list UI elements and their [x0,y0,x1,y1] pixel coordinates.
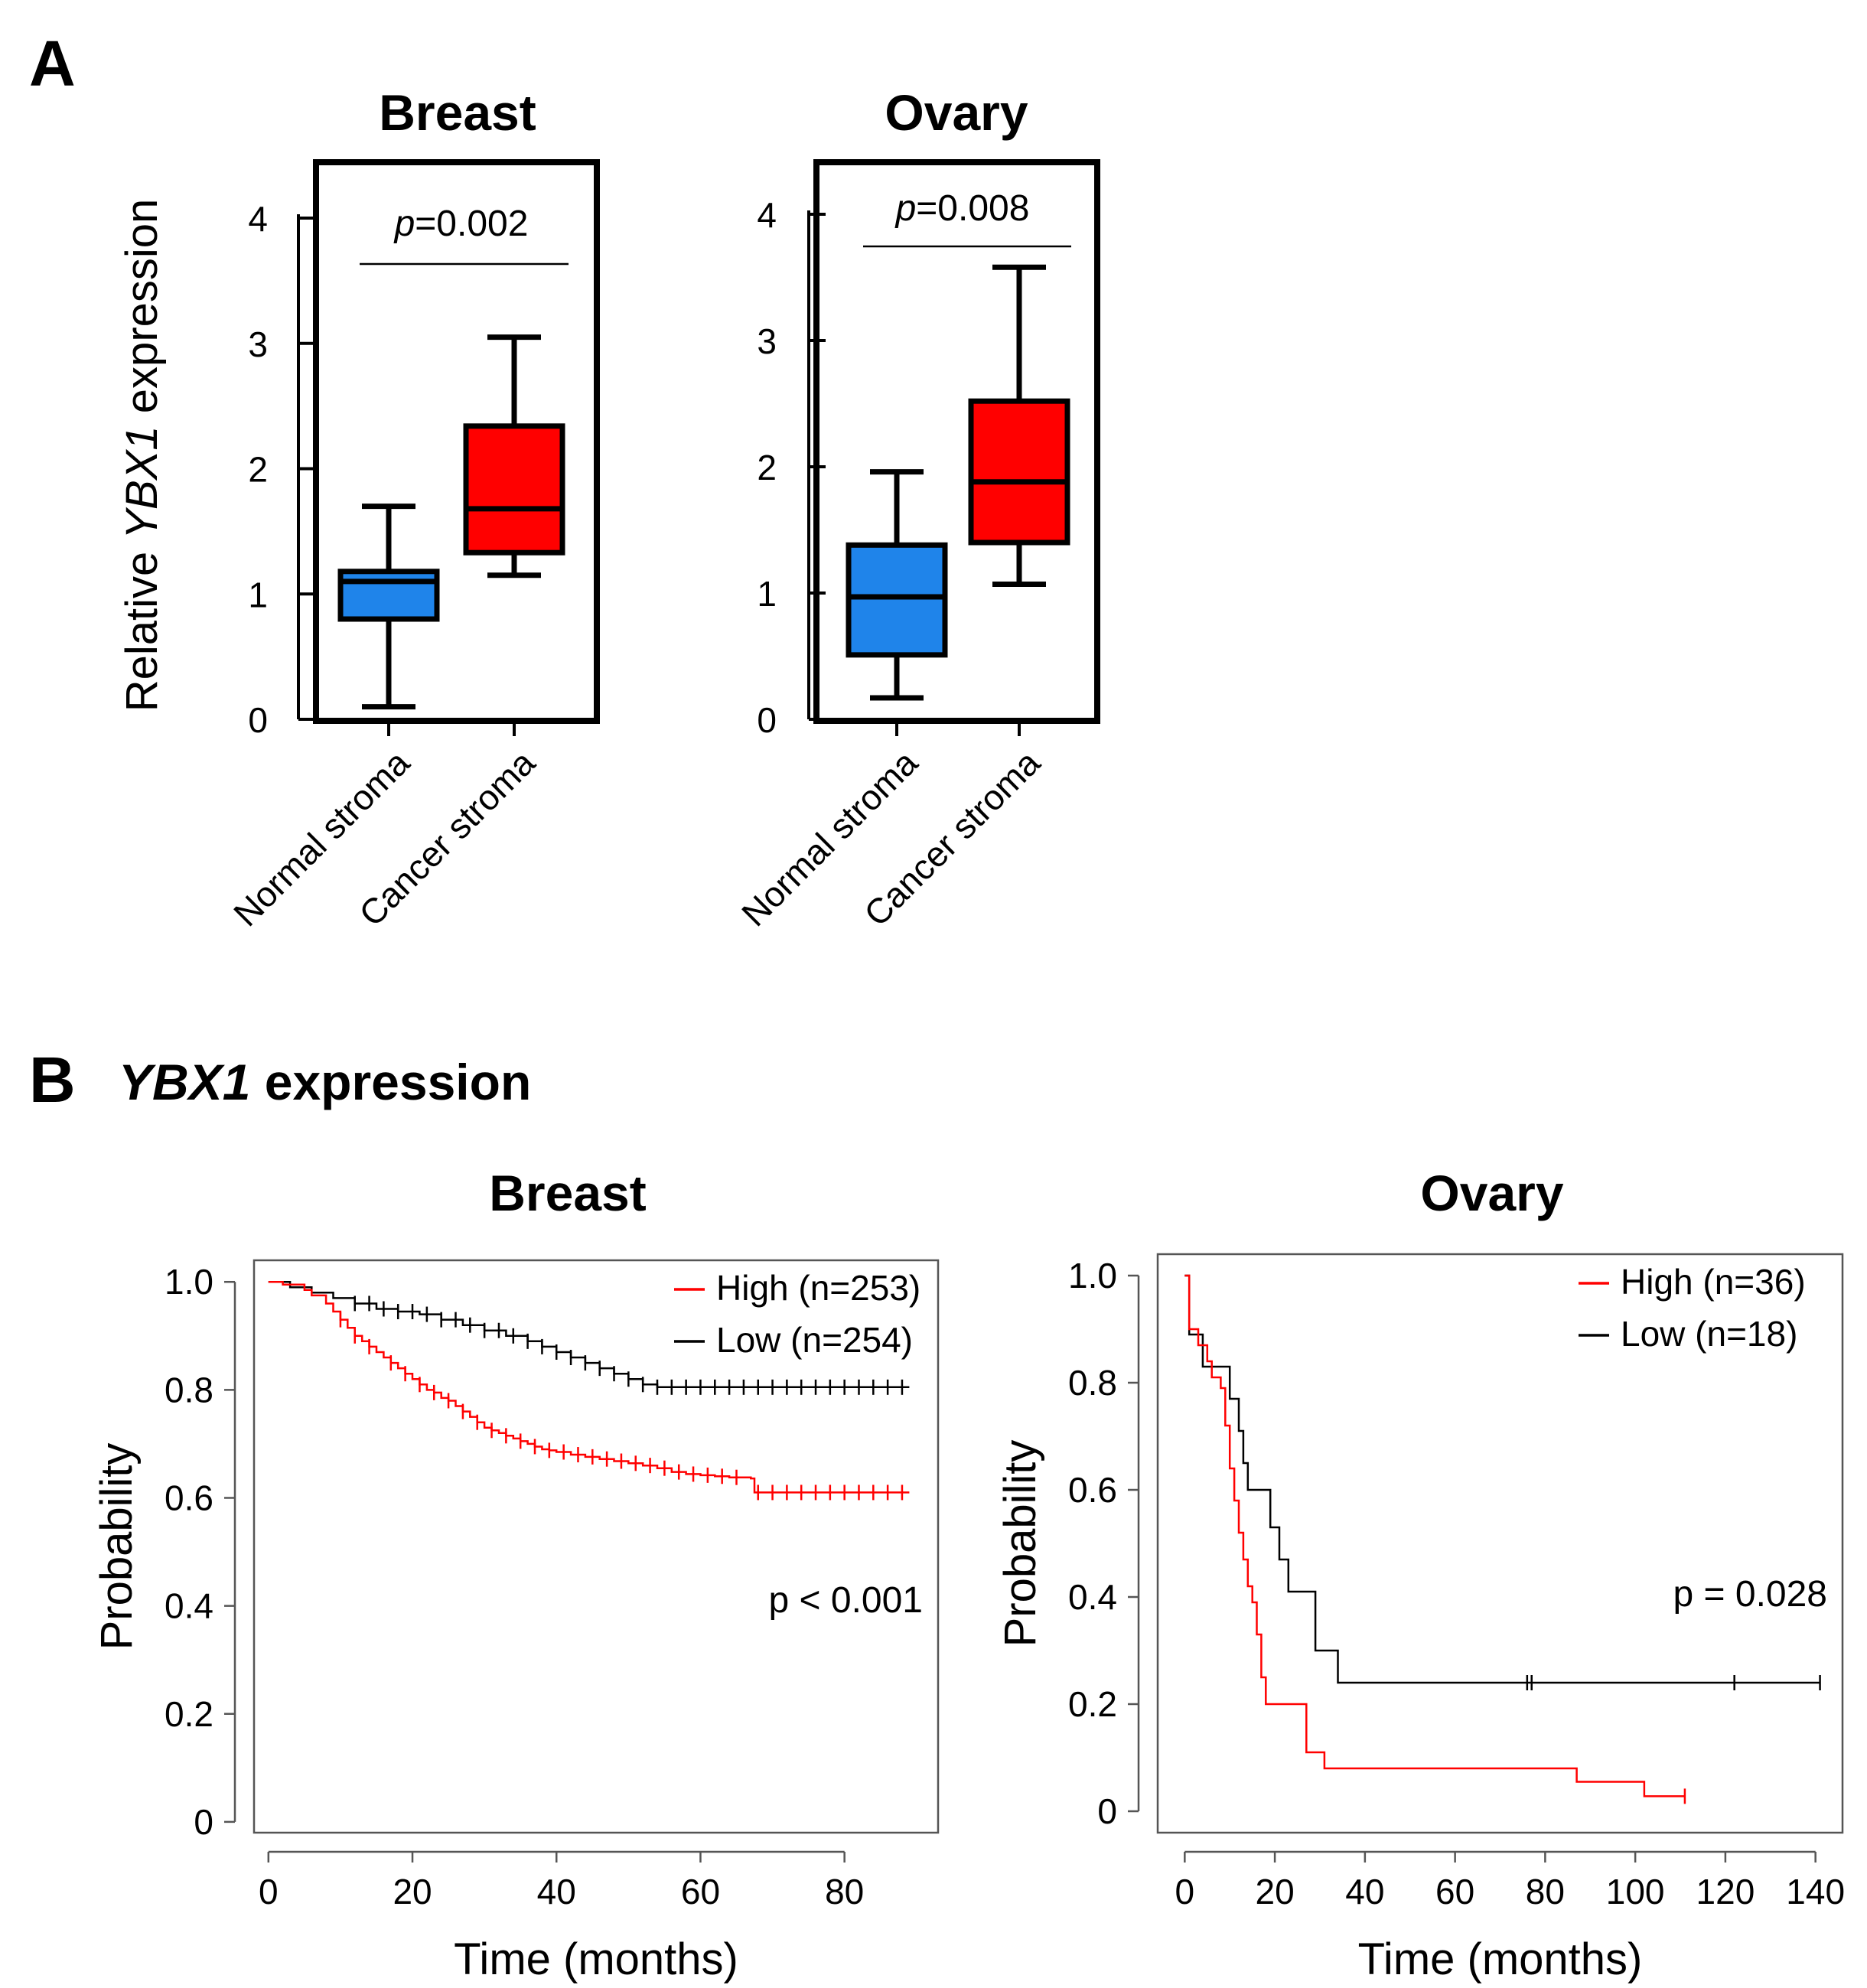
box-iqr [968,398,1070,546]
km-title: Ovary [1420,1165,1563,1221]
y-tick-label: 0.6 [165,1478,213,1517]
y-tick-label: 1.0 [1068,1256,1117,1295]
panel-a-ylabel: Relative YBX1 expression [117,199,167,712]
y-tick-label: 0 [1097,1791,1117,1831]
y-tick-label: 2 [757,448,777,487]
y-tick-label: 3 [757,321,777,361]
box-iqr [846,542,948,658]
box-title: Breast [379,84,536,141]
y-tick-label: 0 [757,700,777,740]
y-tick-label: 4 [248,199,268,239]
plot-frame [253,1259,940,1834]
y-axis-label: Probability [995,1440,1045,1647]
x-tick-label: 40 [1345,1872,1384,1911]
legend-label-high: High (n=36) [1621,1262,1806,1302]
p-value-symbol: p [894,188,917,229]
km-chart-breast: Breast 0 0.2 0.4 0.6 0.8 1.0 0 20 40 60 80 Time (mon… [92,1165,940,1984]
panel-b-title-gene: YBX1 [119,1054,250,1110]
p-value-number: =0.002 [415,204,528,244]
km-curve-high [1184,1274,1685,1797]
y-axis-label: Probability [92,1443,142,1651]
y-tick-label: 1 [248,575,268,614]
y-tick-label: 2 [248,450,268,490]
x-tick-label: 60 [681,1872,720,1911]
plot-frame [1156,1253,1844,1834]
panel-b-title-suffix: expression [250,1054,531,1110]
y-tick-label: 0.4 [1068,1577,1117,1617]
x-axis-label: Time (months) [454,1934,738,1984]
x-tick-label: 80 [1526,1872,1565,1911]
panel-a-ylabel-prefix: Relative [117,539,167,712]
km-title: Breast [489,1165,646,1221]
x-tick-label: 40 [537,1872,576,1911]
x-tick-label: 20 [1256,1872,1295,1911]
p-value-number: =0.008 [916,188,1029,229]
panel-a-letter: A [29,28,76,99]
y-tick-label: 0 [194,1802,213,1842]
y-tick-label: 0 [248,700,268,740]
y-tick-label: 0.8 [1068,1363,1117,1403]
km-curve-high [268,1280,910,1494]
x-tick-label: 100 [1606,1872,1665,1911]
x-axis-label: Time (months) [1358,1934,1643,1984]
y-tick-label: 1.0 [165,1262,213,1302]
y-tick-label: 3 [248,324,268,364]
y-tick-label: 0.4 [165,1586,213,1626]
x-tick-label: 60 [1435,1872,1474,1911]
y-tick-label: 0.2 [1068,1684,1117,1724]
x-tick-label: 80 [825,1872,864,1911]
legend-label-low: Low (n=18) [1621,1314,1797,1354]
panel-b-title: YBX1 expression [119,1054,531,1110]
y-tick-label: 1 [757,574,777,614]
panel-a-ylabel-suffix: expression [117,199,167,426]
box-iqr [463,423,565,556]
x-tick-label: 20 [393,1872,432,1911]
panel-b-letter: B [29,1044,76,1116]
legend-label-high: High (n=253) [716,1268,920,1308]
panel-a-ylabel-gene: YBX1 [117,425,167,539]
y-tick-label: 4 [757,195,777,235]
y-tick-label: 0.2 [165,1694,213,1734]
km-p-value: p = 0.028 [1673,1574,1827,1615]
box-title: Ovary [885,84,1028,141]
legend-label-low: Low (n=254) [716,1320,913,1360]
y-tick-label: 0.8 [165,1370,213,1410]
p-value-symbol: p [393,204,415,244]
km-chart-ovary: Ovary 0 0.2 0.4 0.6 0.8 1.0 0 20 40 60 80 100 120 140 T… [995,1165,1845,1984]
x-tick-label: 140 [1786,1872,1845,1911]
x-tick-label: 0 [259,1872,279,1911]
box-iqr [337,569,440,622]
km-p-value: p < 0.001 [768,1580,923,1621]
plot-frame [313,159,600,724]
p-value: p=0.002 [393,204,529,244]
p-value: p=0.008 [894,188,1030,229]
km-curve-low [1184,1274,1820,1684]
plot-frame [813,159,1100,724]
x-tick-label: 120 [1696,1872,1755,1911]
x-tick-label: 0 [1175,1872,1195,1911]
y-tick-label: 0.6 [1068,1470,1117,1510]
